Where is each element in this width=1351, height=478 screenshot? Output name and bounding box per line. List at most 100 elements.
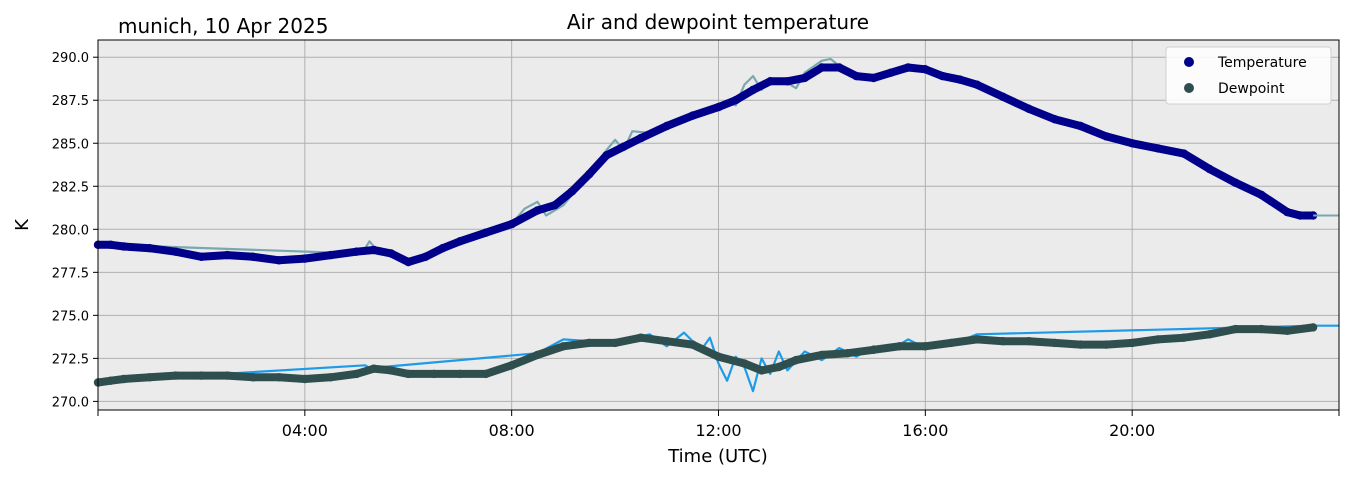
dewpoint-point (1179, 333, 1189, 342)
dewpoint-point (369, 364, 378, 373)
dewpoint-point (1283, 326, 1292, 335)
temperature-point (171, 247, 180, 256)
temperature-point (369, 245, 378, 255)
temperature-point (852, 71, 861, 81)
temperature-point (636, 133, 646, 143)
chart-subtitle: munich, 10 Apr 2025 (118, 14, 328, 38)
dewpoint-point (688, 340, 697, 349)
temperature-point (567, 187, 577, 196)
temperature-point (688, 111, 697, 120)
temperature-point (1231, 178, 1240, 187)
dewpoint-point (869, 345, 878, 354)
y-tick-label: 287.5 (52, 94, 89, 109)
temperature-point (783, 77, 792, 86)
temperature-point (766, 77, 775, 86)
y-tick-label: 280.0 (52, 223, 89, 238)
dewpoint-point (1308, 323, 1318, 332)
x-tick-label: 04:00 (282, 421, 328, 440)
temperature-point (1205, 164, 1214, 174)
temperature-point (274, 256, 284, 265)
legend: Temperature Dewpoint (1165, 46, 1332, 105)
series-layer (93, 57, 1339, 393)
temperature-point (223, 250, 232, 260)
dewpoint-point (1153, 335, 1163, 344)
legend-box (1165, 46, 1332, 105)
temperature-point (550, 201, 559, 210)
dewpoint-point (740, 359, 749, 368)
dewpoint-point (843, 349, 852, 358)
temperature-point (404, 257, 413, 267)
temperature-point (886, 68, 896, 77)
chart-title: Air and dewpoint temperature (567, 10, 869, 34)
y-tick-label: 272.5 (52, 352, 89, 367)
temperature-point (1257, 190, 1266, 200)
temperature-point (386, 249, 396, 258)
y-tick-label: 270.0 (52, 395, 89, 410)
legend-label-dewpoint: Dewpoint (1218, 81, 1285, 97)
dewpoint-point (585, 338, 594, 348)
y-tick-label: 290.0 (52, 51, 89, 66)
temperature-point (748, 85, 758, 95)
temperature-point (1153, 144, 1163, 153)
x-tick-label: 12:00 (695, 421, 741, 440)
temperature-point (921, 65, 930, 74)
dewpoint-point (1076, 340, 1085, 349)
dewpoint-point (248, 373, 258, 382)
dewpoint-point (404, 369, 413, 379)
dewpoint-point (223, 371, 232, 380)
temperature-point (835, 63, 844, 72)
legend-label-temperature: Temperature (1217, 55, 1307, 71)
dewpoint-point (1205, 330, 1214, 339)
temperature-point (1024, 104, 1034, 114)
y-tick-label: 277.5 (52, 266, 89, 281)
dewpoint-point (1050, 338, 1059, 348)
dewpoint-point (455, 369, 465, 379)
y-axis-label: K (12, 218, 33, 231)
temperature-point (817, 63, 827, 72)
x-tick-label: 20:00 (1109, 421, 1155, 440)
temperature-point (731, 96, 740, 105)
temperature-point (119, 242, 129, 251)
dewpoint-point (757, 366, 766, 375)
dewpoint-point (662, 337, 671, 346)
dewpoint-point (774, 362, 783, 372)
dewpoint-point (300, 374, 309, 384)
temperature-point (438, 244, 447, 253)
dewpoint-point (145, 373, 154, 382)
temperature-point (800, 73, 809, 83)
dewpoint-point (559, 342, 568, 351)
temperature-point (533, 206, 542, 215)
dewpoint-point (386, 366, 396, 375)
dewpoint-point (106, 376, 116, 385)
temperature-point (938, 71, 947, 81)
temperature-point (1076, 121, 1085, 131)
y-tick-label: 282.5 (52, 180, 89, 195)
dewpoint-point (197, 371, 206, 380)
temperature-point (1283, 207, 1292, 217)
temperature-point (1179, 149, 1189, 158)
temperature-point (955, 75, 964, 84)
legend-marker-temperature (1184, 57, 1194, 67)
axes: 270.0 272.5 275.0 277.5 280.0 282.5 285.0 287.5… (52, 51, 1340, 440)
dewpoint-point (791, 355, 801, 365)
temperature-point (1296, 211, 1305, 220)
dewpoint-point (1024, 337, 1034, 346)
temperature-point (1050, 115, 1059, 124)
dewpoint-point (610, 338, 620, 348)
temperature-point (585, 170, 594, 179)
x-axis-label: Time (UTC) (667, 446, 768, 467)
temperature-point (602, 151, 611, 160)
temperature-point (106, 240, 116, 249)
dewpoint-point (921, 342, 930, 351)
temperature-point (248, 252, 258, 261)
dewpoint-point (817, 350, 827, 360)
temperature-point (662, 121, 671, 131)
temperature-point (300, 254, 309, 263)
dewpoint-point (429, 369, 439, 379)
dewpoint-point (533, 350, 542, 360)
dewpoint-point (507, 361, 516, 370)
dewpoint-point (1102, 340, 1111, 349)
temperature-point (903, 63, 913, 72)
temperature-point (352, 247, 361, 256)
